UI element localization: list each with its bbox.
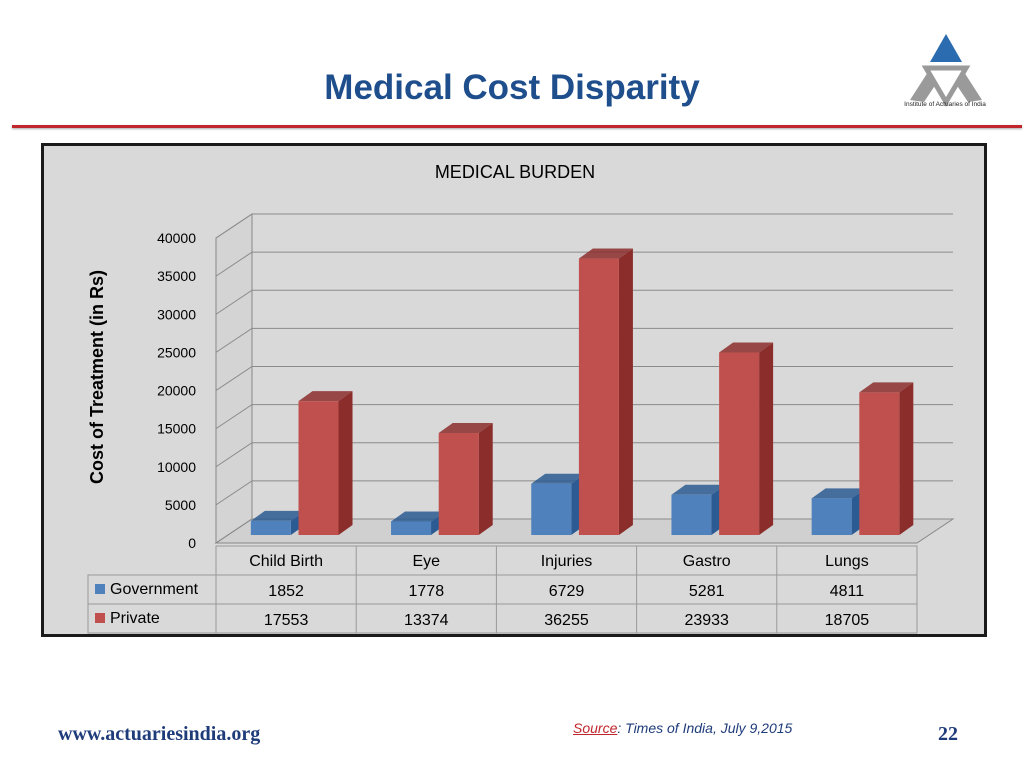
y-tick-label: 0 xyxy=(188,535,196,551)
y-tick-label: 5000 xyxy=(165,497,196,513)
data-table-value: 17553 xyxy=(264,612,309,629)
bar-top xyxy=(719,342,774,353)
source-label: Source xyxy=(573,720,618,736)
source-citation: Source: Times of India, July 9,2015 xyxy=(573,720,792,736)
data-table-value: 36255 xyxy=(544,612,589,629)
bar-top xyxy=(671,484,726,495)
bar-government-child-birth xyxy=(250,520,291,535)
slide-title: Medical Cost Disparity xyxy=(324,68,700,107)
x-category-label: Injuries xyxy=(541,553,593,570)
logo-caption: Institute of Actuaries of India xyxy=(904,101,986,108)
bar-top xyxy=(391,511,446,522)
gridline xyxy=(215,251,953,277)
bar-government-eye xyxy=(391,521,432,535)
data-table-value: 18705 xyxy=(825,612,870,629)
data-table-value: 23933 xyxy=(684,612,729,629)
y-axis-label: Cost of Treatment (in Rs) xyxy=(87,270,107,484)
bar-top xyxy=(250,510,305,521)
y-tick-label: 35000 xyxy=(157,268,196,284)
medical-burden-chart: 0 5000 10000 15000 20000 25000 30000 35000 40000… xyxy=(87,162,955,634)
footer-website-link[interactable]: www.actuariesindia.org xyxy=(58,723,261,745)
data-table-value: 5281 xyxy=(689,583,725,600)
bar-private-eye xyxy=(438,433,479,535)
table-row xyxy=(87,603,918,634)
bar-private-child-birth xyxy=(298,401,339,535)
bar-private-gastro xyxy=(719,352,760,535)
gridline xyxy=(215,327,953,353)
bar-side xyxy=(618,248,633,535)
y-tick-label: 30000 xyxy=(157,306,196,322)
legend-label-government: Government xyxy=(110,581,199,598)
data-table-value: 6729 xyxy=(549,583,585,600)
bar-side xyxy=(759,342,774,535)
y-tick-label: 10000 xyxy=(157,459,196,475)
gridline xyxy=(215,289,953,315)
x-category-label: Eye xyxy=(413,553,441,570)
logo-left-wing xyxy=(910,72,936,102)
title-divider xyxy=(12,125,1022,128)
bar-top xyxy=(298,391,353,402)
x-category-label: Lungs xyxy=(825,553,869,570)
y-tick-label: 25000 xyxy=(157,344,196,360)
data-table-value: 1852 xyxy=(268,583,304,600)
bar-side xyxy=(899,382,914,535)
bar-top xyxy=(859,382,914,393)
bar-top xyxy=(438,423,493,434)
legend-swatch-private xyxy=(95,613,105,623)
bar-top xyxy=(578,248,633,259)
institute-logo xyxy=(910,34,982,107)
legend-swatch-government xyxy=(95,584,105,594)
bar-government-lungs xyxy=(811,498,852,535)
bar-government-gastro xyxy=(671,494,712,535)
bar-side xyxy=(478,423,493,535)
x-category-label: Gastro xyxy=(683,553,731,570)
source-text: : Times of India, July 9,2015 xyxy=(617,720,793,736)
logo-top-triangle xyxy=(930,34,962,62)
data-table-value: 1778 xyxy=(409,583,445,600)
bar-top xyxy=(811,488,866,499)
y-tick-label: 20000 xyxy=(157,383,196,399)
bar-government-injuries xyxy=(531,483,572,535)
bar-private-lungs xyxy=(859,392,900,535)
bar-side xyxy=(338,391,353,535)
table-row xyxy=(87,574,918,605)
logo-right-wing xyxy=(956,72,982,102)
bar-top xyxy=(531,473,586,484)
logo-inner-triangle xyxy=(921,65,971,107)
bar-private-injuries xyxy=(578,258,619,535)
y-tick-label: 40000 xyxy=(157,230,196,246)
data-table-value: 13374 xyxy=(404,612,449,629)
data-table-value: 4811 xyxy=(830,583,865,600)
y-tick-label: 15000 xyxy=(157,421,196,437)
gridline xyxy=(215,213,953,239)
page-number: 22 xyxy=(938,723,958,745)
x-category-label: Child Birth xyxy=(249,553,323,570)
legend-label-private: Private xyxy=(110,610,160,627)
chart-title: MEDICAL BURDEN xyxy=(435,162,595,182)
